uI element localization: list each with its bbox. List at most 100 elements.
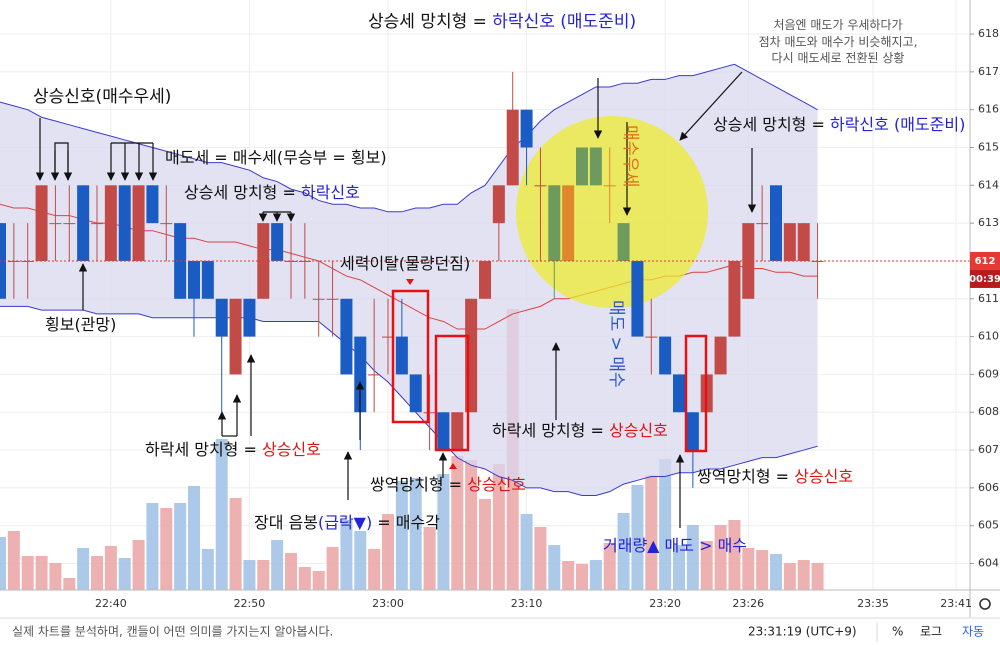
candle-body (409, 374, 422, 413)
volume-bar (520, 514, 533, 590)
volume-bar (797, 560, 810, 590)
volume-bar (714, 525, 727, 590)
volume-bar (465, 460, 478, 590)
candle-body (49, 223, 62, 225)
y-tick-label: 616 (978, 103, 999, 116)
highlight-box (434, 334, 470, 452)
candle-body (188, 260, 200, 299)
candle-body (797, 223, 810, 261)
y-tick-label: 608 (978, 405, 999, 418)
y-tick-label: 615 (978, 141, 999, 154)
annotation: 상승신호(매수우세) (33, 87, 171, 107)
candle-body (91, 223, 103, 225)
candle-body (520, 109, 533, 148)
annotation: 횡보(관망) (45, 315, 116, 334)
auto-toggle[interactable]: 자동 (962, 625, 984, 639)
highlight-box (684, 334, 708, 453)
x-tick-label: 23:20 (649, 597, 681, 610)
volume-bar (312, 571, 325, 590)
annotation: 거래량▲ 매도 > 매수 (603, 536, 747, 555)
volume-bar (146, 503, 159, 590)
y-tick-label: 605 (978, 519, 999, 532)
volume-bar (728, 520, 741, 590)
percent-toggle[interactable]: % (892, 625, 903, 639)
volume-bar (409, 478, 422, 590)
annotation: 매수우세 (620, 125, 640, 188)
candle-body (437, 412, 450, 451)
y-tick-label: 614 (978, 178, 999, 191)
x-tick-label: 22:40 (95, 597, 127, 610)
arrow (679, 71, 743, 141)
y-tick-label: 607 (978, 443, 999, 456)
log-toggle[interactable]: 로그 (920, 625, 942, 639)
volume-bar (423, 527, 436, 590)
candle-body (340, 298, 353, 375)
x-tick-label: 23:35 (857, 597, 889, 610)
candle-body (492, 185, 505, 224)
settings-icon[interactable] (979, 598, 991, 610)
candle-layer (0, 71, 970, 488)
candle-body (215, 298, 228, 337)
candle-body (312, 298, 325, 300)
annotation-part: 매도 > 매수 (606, 300, 626, 388)
candle-body (77, 185, 90, 261)
annotation-part: 상승세 망치형 = (713, 115, 830, 134)
candle-body (783, 223, 796, 261)
y-tick-label: 611 (978, 292, 999, 305)
candle-body (229, 298, 242, 375)
volume-bar (340, 520, 353, 590)
y-tick-label: 610 (978, 330, 999, 343)
annotation-part: 쌍역망치형 = (697, 467, 794, 486)
annotation: 장대 음봉(급락▼) = 매수각 (254, 513, 440, 532)
countdown-box (970, 269, 1000, 288)
volume-bar (756, 550, 769, 590)
volume-bar (811, 563, 824, 590)
volume-bar (617, 513, 630, 590)
volume-bar (91, 556, 103, 590)
annotation-part: 매수우세 (620, 125, 640, 188)
annotation: 상승세 망치형 = 하락신호 (184, 183, 360, 202)
volume-bar (770, 554, 782, 590)
y-tick-label: 609 (978, 367, 999, 380)
volume-bar (783, 563, 796, 590)
annotation-part: 상승신호 (609, 421, 668, 440)
candle-body (201, 260, 214, 299)
annotation-part: 상승신호 (467, 475, 526, 494)
candle-body (0, 223, 6, 299)
overlay (35, 71, 757, 528)
volume-bar (562, 561, 575, 590)
annotation-part: = 매수각 (372, 513, 440, 532)
annotation-part: 세력이탈(물량던짐) (340, 254, 470, 273)
volume-bar (673, 545, 685, 590)
volume-bar (21, 556, 34, 590)
candle-body (686, 412, 699, 451)
candle-body (659, 336, 672, 375)
footer-caption: 실제 차트를 분석하며, 캔들이 어떤 의미를 가지는지 알아봅시다. (12, 625, 333, 639)
price-label: 612 (975, 256, 996, 267)
volume-bar (77, 548, 90, 590)
annotation-part: 처음엔 매도가 우세하다가 (773, 18, 902, 32)
candle-body (589, 147, 602, 186)
candle-body (257, 223, 270, 299)
volume-bar (631, 485, 644, 590)
candle-body (548, 185, 561, 261)
candle-body (395, 336, 408, 375)
volume-bar (257, 560, 270, 590)
annotation-part: 하락신호 (301, 183, 360, 202)
volume-bar (229, 498, 242, 590)
candle-body (243, 298, 256, 337)
annotation: 점차 매도와 매수가 비슷해지고, (759, 35, 918, 49)
volume-bar (451, 456, 464, 590)
marker-triangle (449, 463, 457, 469)
candle-body (506, 109, 519, 186)
candle-body (271, 223, 284, 261)
candle-body (146, 185, 159, 224)
annotation: 상승세 망치형 = 하락신호 (매도준비) (713, 115, 965, 134)
volume-bar (104, 546, 117, 590)
candle-body (673, 374, 685, 413)
annotation-part: 매도세 = 매수세(무승부 = 횡보) (165, 148, 387, 167)
volume-bar (298, 567, 311, 590)
